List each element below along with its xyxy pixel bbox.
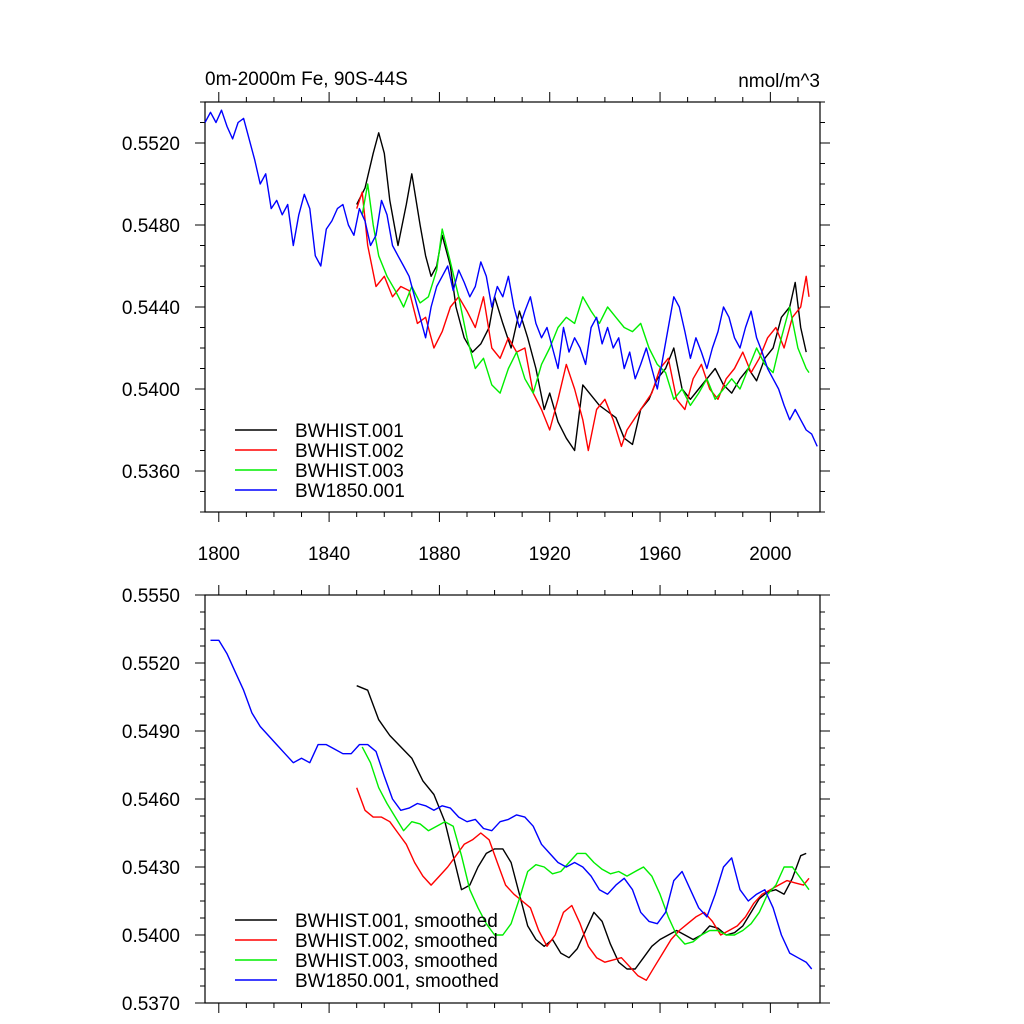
series-line-bwhist-001 bbox=[356, 132, 807, 452]
series-line-bwhist-002-smoothed bbox=[356, 787, 810, 981]
y-tick-label: 0.5400 bbox=[122, 380, 180, 401]
chart-title: 0m-2000m Fe, 90S-44S bbox=[205, 69, 408, 90]
y-tick-label: 0.5490 bbox=[122, 722, 180, 743]
y-tick-label: 0.5480 bbox=[122, 216, 180, 237]
series-line-bwhist-001-smoothed bbox=[356, 685, 807, 970]
chart-panel-2: 0.5370 0.5400 0.5430 0.5460 0.5490 0.5520 0.55… bbox=[122, 585, 830, 1015]
series-line-bwhist-003 bbox=[361, 183, 810, 407]
legend-label: BWHIST.003 bbox=[295, 461, 404, 482]
legend-label: BWHIST.001, smoothed bbox=[295, 911, 498, 932]
series-line-bw1850-001 bbox=[204, 109, 818, 447]
legend-label: BW1850.001, smoothed bbox=[295, 971, 499, 992]
series-line-bwhist-002 bbox=[356, 191, 810, 452]
chart-panel-1: 1800 1840 1880 1920 1960 2000 0.5360 0.5400 0.54… bbox=[122, 69, 830, 565]
x-tick-label: 1840 bbox=[308, 544, 350, 565]
x-tick-label: 1800 bbox=[198, 544, 240, 565]
legend-label: BWHIST.001 bbox=[295, 421, 404, 442]
legend-label: BW1850.001 bbox=[295, 481, 405, 502]
y-tick-label: 0.5440 bbox=[122, 298, 180, 319]
series-line-bw1850-001-smoothed bbox=[210, 639, 813, 970]
x-tick-label: 1920 bbox=[529, 544, 571, 565]
x-tick-label: 1880 bbox=[418, 544, 460, 565]
y-tick-label: 0.5520 bbox=[122, 134, 180, 155]
chart-units: nmol/m^3 bbox=[738, 71, 820, 92]
y-tick-label: 0.5430 bbox=[122, 858, 180, 879]
x-tick-label: 1960 bbox=[639, 544, 681, 565]
legend-label: BWHIST.002 bbox=[295, 441, 404, 462]
x-tick-label: 2000 bbox=[749, 544, 791, 565]
y-tick-label: 0.5400 bbox=[122, 926, 180, 947]
y-tick-label: 0.5370 bbox=[122, 994, 180, 1015]
series-line-bwhist-003-smoothed bbox=[361, 746, 810, 945]
y-tick-label: 0.5460 bbox=[122, 790, 180, 811]
legend-label: BWHIST.002, smoothed bbox=[295, 931, 498, 952]
y-tick-label: 0.5550 bbox=[122, 586, 180, 607]
legend-label: BWHIST.003, smoothed bbox=[295, 951, 498, 972]
y-tick-label: 0.5360 bbox=[122, 462, 180, 483]
y-tick-label: 0.5520 bbox=[122, 654, 180, 675]
